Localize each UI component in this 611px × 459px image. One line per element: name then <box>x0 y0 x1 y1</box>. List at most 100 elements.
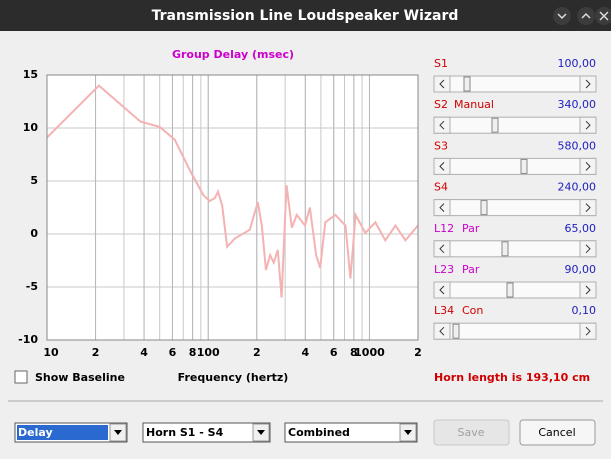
delay-line <box>46 84 419 298</box>
y-tick-label: 5 <box>30 174 38 187</box>
slider-value: 580,00 <box>558 139 597 152</box>
x-tick-label: 6 <box>169 346 177 359</box>
slider-label: L34 <box>434 304 454 317</box>
slider-mode: Par <box>462 263 480 276</box>
slider-mode: Manual <box>454 98 494 111</box>
combo-text[interactable]: Combined <box>288 426 350 439</box>
left-arrow <box>439 285 445 295</box>
right-arrow <box>585 203 591 212</box>
slider-left-button[interactable] <box>433 157 451 175</box>
slider-mode: Par <box>462 222 480 235</box>
slider-value: 0,10 <box>572 304 597 317</box>
plot-area <box>46 74 419 341</box>
x-tick-label: 4 <box>301 346 309 359</box>
slider-track[interactable] <box>433 157 597 175</box>
slider-left-button[interactable] <box>433 240 451 258</box>
combo-arrow <box>257 430 265 435</box>
slider-track[interactable] <box>433 281 597 299</box>
x-tick-label: 2 <box>253 346 261 359</box>
slider-left-button[interactable] <box>433 322 451 340</box>
window-title: Transmission Line Loudspeaker Wizard <box>152 8 459 24</box>
slider-thumb[interactable] <box>520 158 528 174</box>
slider-value: 240,00 <box>558 181 597 194</box>
combo-arrow <box>404 430 412 435</box>
close-button[interactable] <box>595 7 611 25</box>
slider-label: S2 <box>434 98 448 111</box>
x-tick-label: 8 <box>350 346 358 359</box>
slider-right-button[interactable] <box>579 281 597 299</box>
slider-left-button[interactable] <box>433 116 451 134</box>
slider-left-button[interactable] <box>433 199 451 217</box>
maximize-button[interactable] <box>577 7 595 25</box>
horn-length: Horn length is 193,10 cm <box>434 371 590 384</box>
slider-left-button[interactable] <box>433 75 451 93</box>
slider-value: 90,00 <box>565 263 597 276</box>
y-tick-label: 0 <box>30 227 38 240</box>
cancel-button[interactable] <box>519 419 596 446</box>
left-arrow <box>439 79 445 89</box>
slider-value: 65,00 <box>565 222 597 235</box>
y-tick-label: -5 <box>26 280 38 293</box>
slider-track[interactable] <box>433 240 597 258</box>
slider-mode: Con <box>462 304 483 317</box>
left-arrow <box>439 203 445 212</box>
combo-text[interactable]: Horn S1 - S4 <box>146 426 224 439</box>
left-arrow <box>439 326 445 336</box>
plot-border <box>46 74 419 341</box>
cancel-button-label[interactable]: Cancel <box>538 426 575 439</box>
slider-thumb[interactable] <box>452 323 460 339</box>
slider-right-button[interactable] <box>579 199 597 217</box>
y-tick-label: -10 <box>18 333 38 346</box>
slider-thumb[interactable] <box>491 117 499 133</box>
x-tick-label: 6 <box>330 346 338 359</box>
x-tick-label: 2 <box>414 346 422 359</box>
x-tick-label: 10 <box>43 346 59 359</box>
right-arrow <box>585 326 591 336</box>
x-tick-label: 1000 <box>354 346 385 359</box>
slider-track[interactable] <box>433 116 597 134</box>
slider-label: S4 <box>434 181 448 194</box>
slider-label: S3 <box>434 139 448 152</box>
combo-selection <box>17 425 108 440</box>
combo-text[interactable]: Delay <box>18 426 53 439</box>
right-arrow <box>585 79 591 89</box>
title-bar <box>0 0 611 31</box>
x-tick-label: 100 <box>197 346 220 359</box>
checkbox[interactable] <box>14 370 28 384</box>
slider-label: L23 <box>434 263 454 276</box>
x-axis-label: Frequency (hertz) <box>178 371 289 384</box>
slider-right-button[interactable] <box>579 240 597 258</box>
left-arrow <box>439 120 445 130</box>
slider-track[interactable] <box>433 199 597 217</box>
minimize-button[interactable] <box>553 7 571 25</box>
x-tick-label: 4 <box>140 346 148 359</box>
slider-label: S1 <box>434 57 448 70</box>
combo-box[interactable] <box>284 422 418 443</box>
slider-right-button[interactable] <box>579 157 597 175</box>
right-arrow <box>585 285 591 295</box>
save-button[interactable] <box>433 419 510 446</box>
save-button-label[interactable]: Save <box>457 426 484 439</box>
right-arrow <box>585 162 591 171</box>
slider-left-button[interactable] <box>433 281 451 299</box>
slider-thumb[interactable] <box>506 282 514 298</box>
combo-box[interactable] <box>142 422 271 443</box>
chart-title: Group Delay (msec) <box>172 48 294 61</box>
y-tick-label: 15 <box>23 68 38 81</box>
left-arrow <box>439 162 445 171</box>
slider-thumb[interactable] <box>463 76 471 92</box>
slider-right-button[interactable] <box>579 322 597 340</box>
x-tick-label: 8 <box>189 346 197 359</box>
slider-right-button[interactable] <box>579 75 597 93</box>
slider-right-button[interactable] <box>579 116 597 134</box>
slider-thumb[interactable] <box>501 241 509 257</box>
left-arrow <box>439 244 445 254</box>
y-tick-label: 10 <box>23 121 39 134</box>
checkbox-label[interactable]: Show Baseline <box>35 371 125 384</box>
x-tick-label: 2 <box>92 346 100 359</box>
right-arrow <box>585 120 591 130</box>
slider-thumb[interactable] <box>480 200 488 216</box>
slider-track[interactable] <box>433 75 597 93</box>
combo-arrow <box>114 430 122 435</box>
